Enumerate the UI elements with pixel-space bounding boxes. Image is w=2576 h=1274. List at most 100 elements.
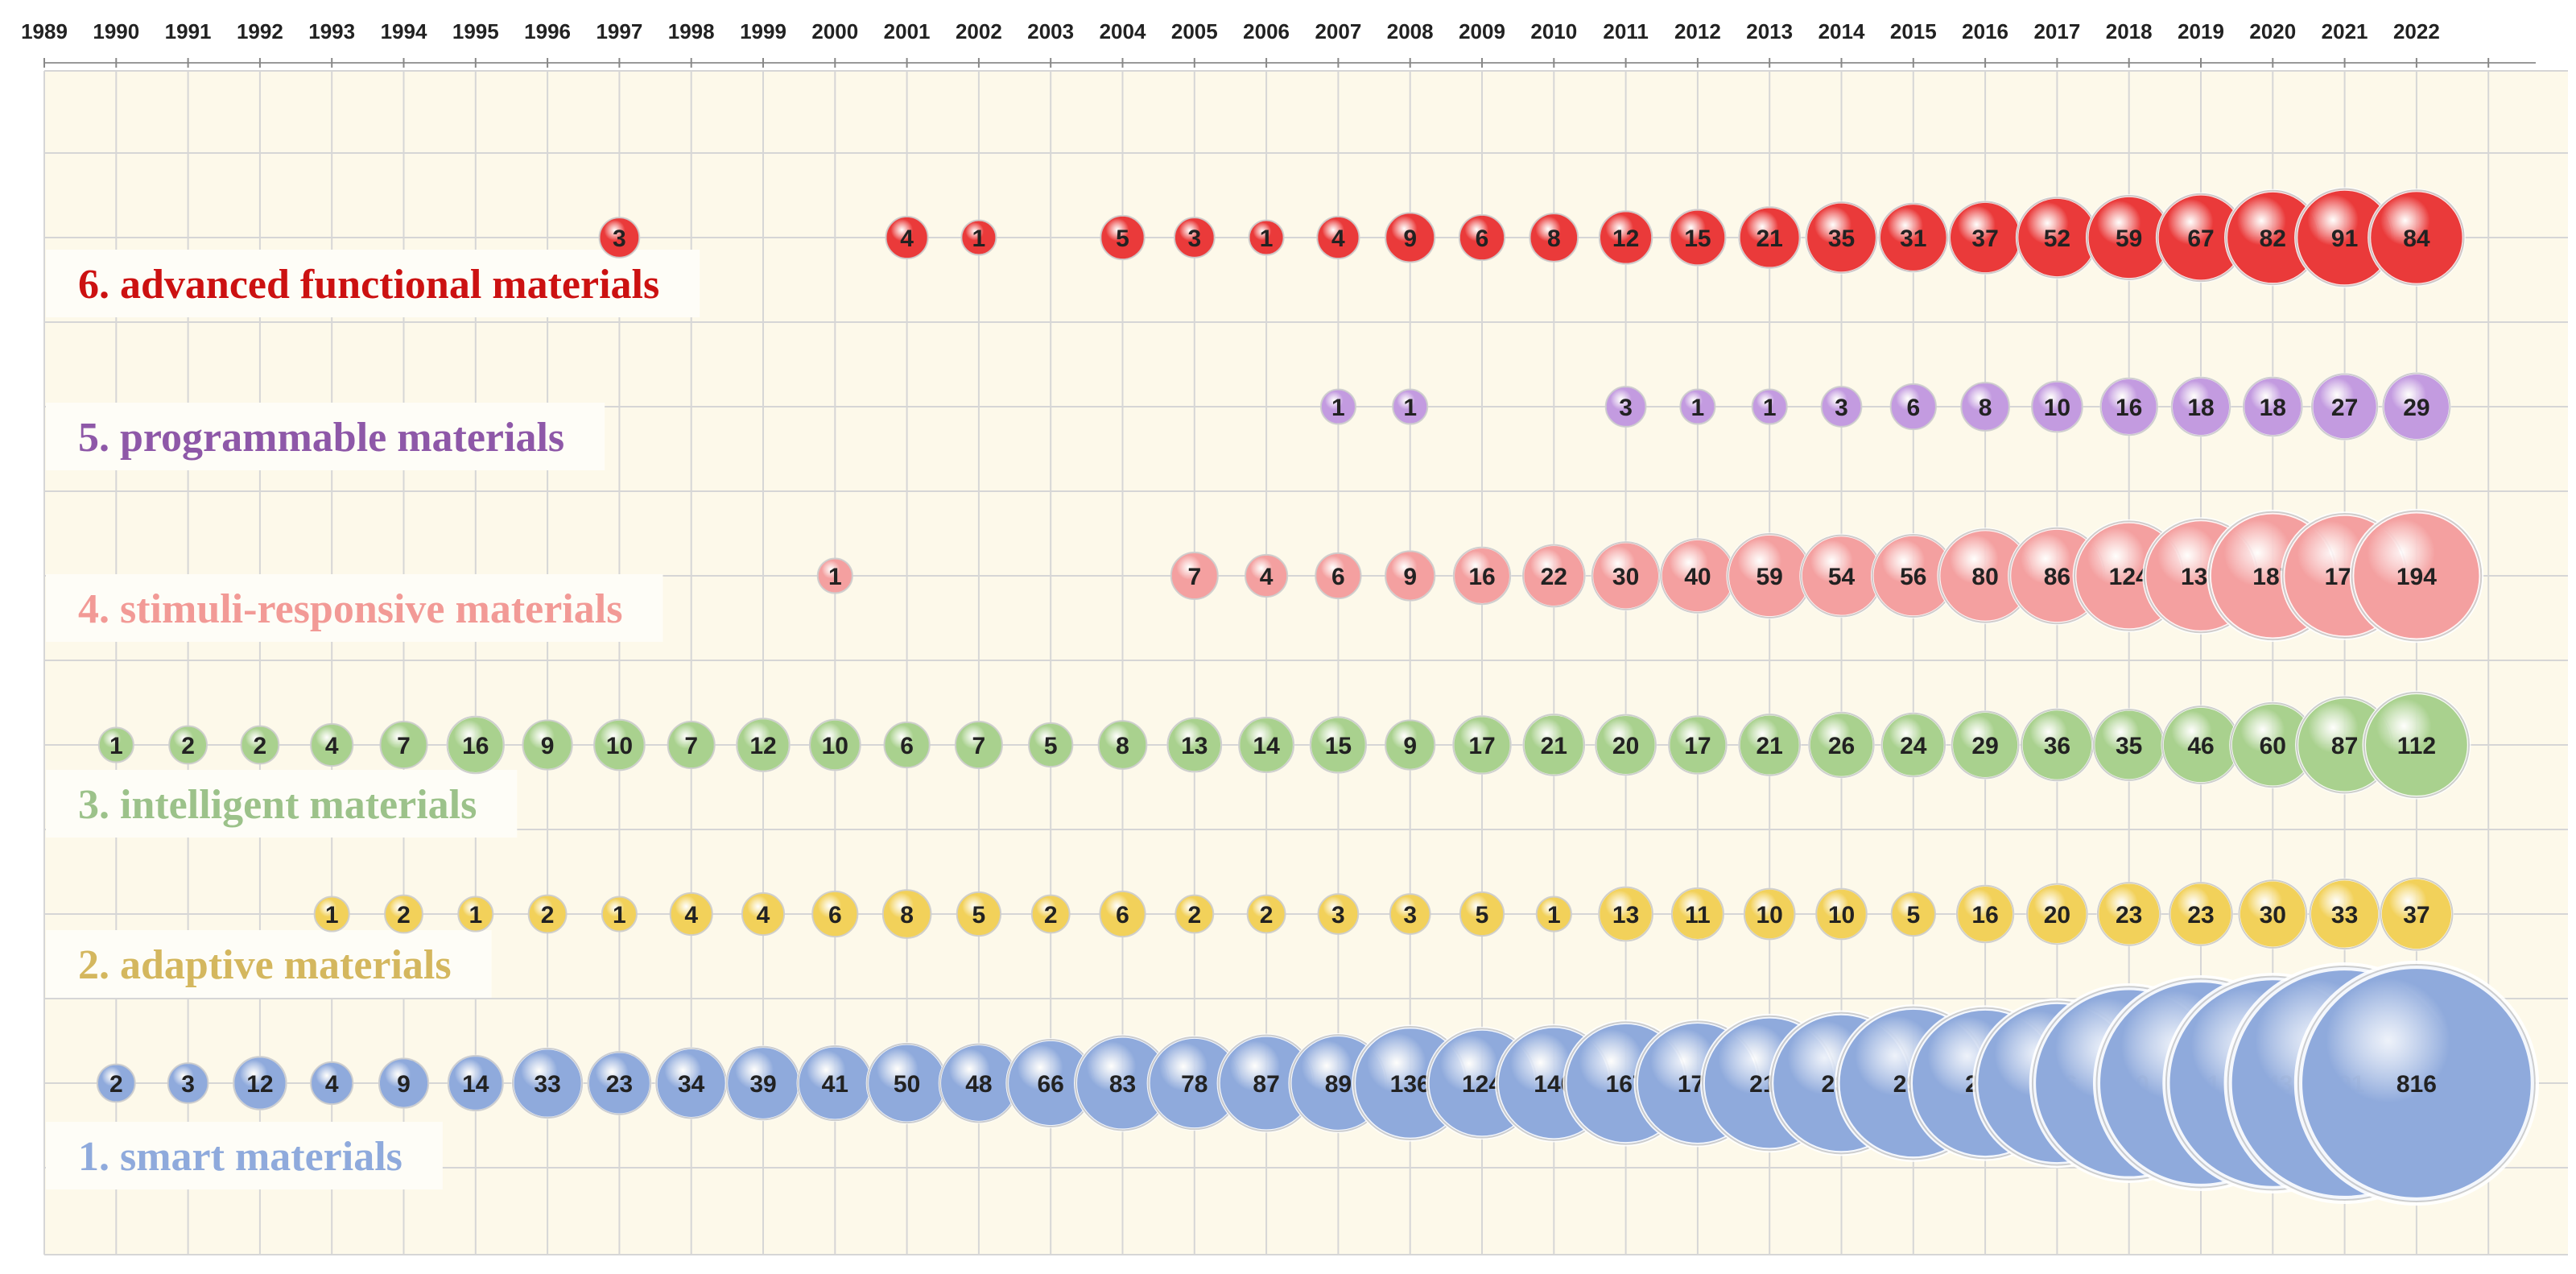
bubble-mark <box>1880 712 1946 778</box>
data-label: 9 <box>397 1071 411 1098</box>
tick-label-2008: 2008 <box>1387 19 1434 43</box>
bubble-mark <box>379 720 428 770</box>
data-label: 40 <box>1684 564 1711 590</box>
bubble-outline <box>2031 380 2083 433</box>
bubble-outline <box>1238 716 1295 774</box>
data-label: 8 <box>1116 733 1129 759</box>
tick-label-2012: 2012 <box>1674 19 1721 43</box>
bubble-s5-2016: 8 <box>1960 382 2011 432</box>
data-label: 3 <box>1331 902 1345 929</box>
data-label: 18 <box>2187 395 2214 421</box>
tick-label-1990: 1990 <box>93 19 139 43</box>
bubble-outline <box>954 720 1003 770</box>
bubble-s3-1995: 16 <box>446 715 506 775</box>
bubble-outline <box>1459 891 1505 937</box>
data-label: 59 <box>2116 225 2142 252</box>
data-label: 12 <box>246 1071 273 1098</box>
bubble-mark <box>1594 714 1657 776</box>
bubble-outline <box>1246 894 1286 934</box>
data-label: 1 <box>1691 395 1705 421</box>
bubble-s4-2016: 80 <box>1937 527 2033 624</box>
bubble-mark <box>1451 714 1513 776</box>
data-label: 4 <box>900 225 914 252</box>
data-label: 5 <box>1044 733 1058 759</box>
bubble-s1-1991: 3 <box>167 1062 209 1104</box>
data-label: 5 <box>1476 902 1489 929</box>
bubble-outline <box>233 1056 287 1111</box>
bubble-mark <box>811 890 859 938</box>
bubble-outline <box>1166 717 1223 773</box>
bubble-s2-1999: 4 <box>741 891 786 937</box>
bubble-s6-2006: 1 <box>1248 219 1285 256</box>
bubble-outline <box>1392 388 1429 425</box>
bubble-s6-2018: 59 <box>2085 194 2173 281</box>
bubble-mark <box>1319 388 1356 425</box>
bubble-s5-2013: 1 <box>1751 388 1788 425</box>
data-label: 112 <box>2397 733 2436 759</box>
data-label: 21 <box>1757 733 1783 759</box>
bubble-s2-2022: 37 <box>2379 876 2454 952</box>
bubble-outline <box>1173 217 1216 259</box>
bubble-s2-2017: 20 <box>2025 883 2089 945</box>
tick-label-1997: 1997 <box>596 19 642 43</box>
data-label: 194 <box>2396 564 2437 590</box>
data-label: 16 <box>1971 902 1998 929</box>
tick-label-2006: 2006 <box>1243 19 1290 43</box>
data-label: 4 <box>1331 225 1345 252</box>
data-label: 11 <box>1685 902 1711 929</box>
bubble-outline <box>1890 891 1936 937</box>
bubble-outline <box>1452 715 1512 775</box>
data-label: 8 <box>900 902 914 929</box>
bubble-outline <box>447 1054 504 1112</box>
bubble-mark <box>240 725 280 765</box>
bubble-s6-2009: 6 <box>1458 213 1506 262</box>
bubble-outline <box>669 891 713 937</box>
tick-label-2022: 2022 <box>2393 19 2440 43</box>
bubble-outline <box>598 217 641 259</box>
tick-label-2018: 2018 <box>2106 19 2153 43</box>
bubble-s6-2001: 4 <box>885 215 929 260</box>
bubble-outline <box>2368 189 2465 286</box>
bubble-s5-2020: 18 <box>2242 376 2303 437</box>
bubble-mark <box>669 891 713 937</box>
tick-label-1995: 1995 <box>452 19 499 43</box>
bubble-mark <box>2170 376 2231 437</box>
data-label: 23 <box>2187 902 2214 929</box>
bubble-s4-2011: 30 <box>1591 540 1661 611</box>
bubble-mark <box>1877 202 1949 273</box>
bubble-outline <box>601 896 638 933</box>
bubble-s3-1990: 1 <box>97 726 134 763</box>
bubble-s2-2004: 6 <box>1099 890 1146 938</box>
bubble-outline <box>1521 544 1586 608</box>
data-label: 6 <box>900 733 914 759</box>
bubble-mark <box>1452 546 1512 606</box>
data-label: 87 <box>2331 733 2358 759</box>
bubble-mark <box>1805 201 1878 275</box>
bubble-outline <box>1951 710 2020 780</box>
bubble-s5-2017: 10 <box>2030 380 2083 433</box>
data-label: 16 <box>462 733 489 759</box>
series-label-6: 6. advanced functional materials <box>78 262 659 308</box>
bubble-s6-2004: 5 <box>1100 214 1146 261</box>
bubble-s2-2016: 16 <box>1955 884 2015 944</box>
bubble-s2-2000: 6 <box>811 890 859 938</box>
bubble-s1-2001: 50 <box>865 1042 948 1124</box>
bubble-outline <box>1668 715 1728 775</box>
data-label: 5 <box>1906 902 1920 929</box>
bubble-outline <box>1170 551 1219 601</box>
data-label: 89 <box>1325 1071 1352 1098</box>
data-label: 86 <box>2044 564 2070 590</box>
bubble-mark <box>601 896 638 933</box>
data-label: 1 <box>109 733 123 759</box>
data-label: 17 <box>1684 733 1711 759</box>
data-label: 9 <box>1403 733 1417 759</box>
tick-label-2016: 2016 <box>1962 19 2008 43</box>
bubble-s6-2010: 8 <box>1529 213 1579 263</box>
data-label: 816 <box>2396 1071 2437 1098</box>
data-label: 1 <box>828 564 842 590</box>
bubble-mark <box>1459 891 1505 937</box>
bubble-s5-2007: 1 <box>1319 388 1356 425</box>
bubble-outline <box>1174 894 1215 934</box>
bubble-s6-2002: 1 <box>960 219 997 256</box>
bubble-outline <box>1522 714 1586 776</box>
